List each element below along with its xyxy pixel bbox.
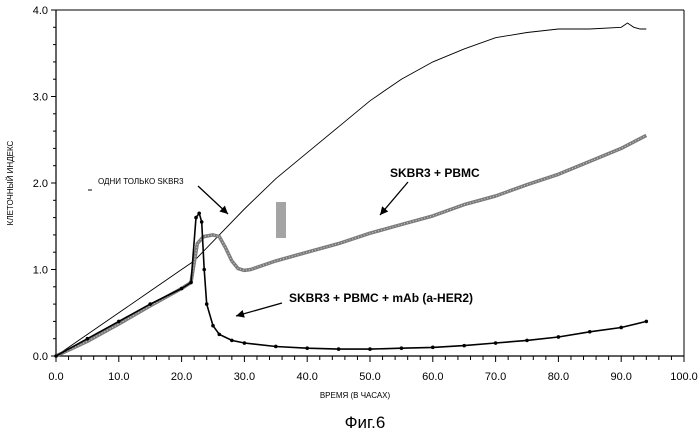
x-tick-label: 80.0 [548,371,569,383]
series-layer [54,22,649,358]
series-3-marker [189,280,193,285]
x-tick-label: 50.0 [359,371,380,383]
x-tick-label: 10.0 [108,371,129,383]
arrow-skbr3-pbmc-head [380,206,389,215]
x-tick-label: 60.0 [422,371,443,383]
series-3-marker [588,329,592,334]
series-3-marker [204,302,209,306]
series-3-marker [274,344,278,349]
series-line-2 [55,133,648,358]
series-3-marker [194,215,198,220]
series-line-3 [55,211,647,357]
series-3-marker [525,338,529,343]
x-tick-label: 0.0 [48,371,63,383]
x-tick-label: 40.0 [296,371,317,383]
series-3-marker [305,346,310,351]
series-3-marker [242,341,247,345]
series-3-marker [148,302,152,306]
series-3-marker [117,319,121,324]
series-3-marker [431,345,435,350]
y-tick-label: 1.0 [33,265,48,277]
x-tick-label: 70.0 [485,371,506,383]
series-3-marker [85,336,90,341]
y-tick-label: 3.0 [33,92,48,104]
series-line-1 [55,22,647,357]
arrow-skbr3-pbmc-mab-head [236,309,245,318]
series-3-marker [179,286,184,291]
y-tick-label: 2.0 [33,178,48,190]
series-3-marker [556,335,561,339]
series-3-marker [54,354,58,358]
annotation-skbr3-pbmc-mab: SKBR3 + PBMC + mAb (a-HER2) [289,291,473,305]
annotations-layer: ОДНИ ТОЛЬКО SKBR3 SKBR3 + PBMC SKBR3 + P… [98,166,480,318]
series-3-marker [230,338,234,343]
series-3-marker [619,325,623,330]
x-tick-label: 20.0 [171,371,192,383]
annotation-skbr3-pbmc: SKBR3 + PBMC [390,166,480,180]
y-axis-label: КЛЕТОЧНЫЙ ИНДЕКС [6,140,15,225]
axes: 0.0 1.0 2.0 3.0 4.0 0.0 10.0 20.0 30.0 40.0 50.0 60… [33,5,698,383]
series-3-marker [644,319,649,324]
series-3-marker [336,347,341,351]
x-axis-label: ВРЕМЯ (В ЧАСАХ) [320,391,391,400]
series-3-marker [217,332,222,337]
x-tick-label: 100.0 [670,371,698,383]
y-tick-label: 4.0 [33,5,48,17]
annotation-skbr3-alone: ОДНИ ТОЛЬКО SKBR3 [98,177,184,186]
x-tick-label: 90.0 [610,371,631,383]
figure-caption: Фиг.6 [345,413,386,432]
x-tick-label: 30.0 [234,371,255,383]
series-3-marker [197,211,201,216]
series-3-marker [462,343,467,348]
series-3-marker [202,267,207,272]
y-tick-label: 0.0 [33,351,48,363]
arrow-skbr3-alone-head [219,205,228,214]
series-3-marker [493,341,498,345]
series-3-marker [368,347,372,351]
series-line-2-texture [55,134,647,357]
series-3-marker [399,346,404,351]
series-3-marker [211,323,215,328]
series-3-marker [199,220,204,224]
shaded-marker-block [276,202,286,238]
